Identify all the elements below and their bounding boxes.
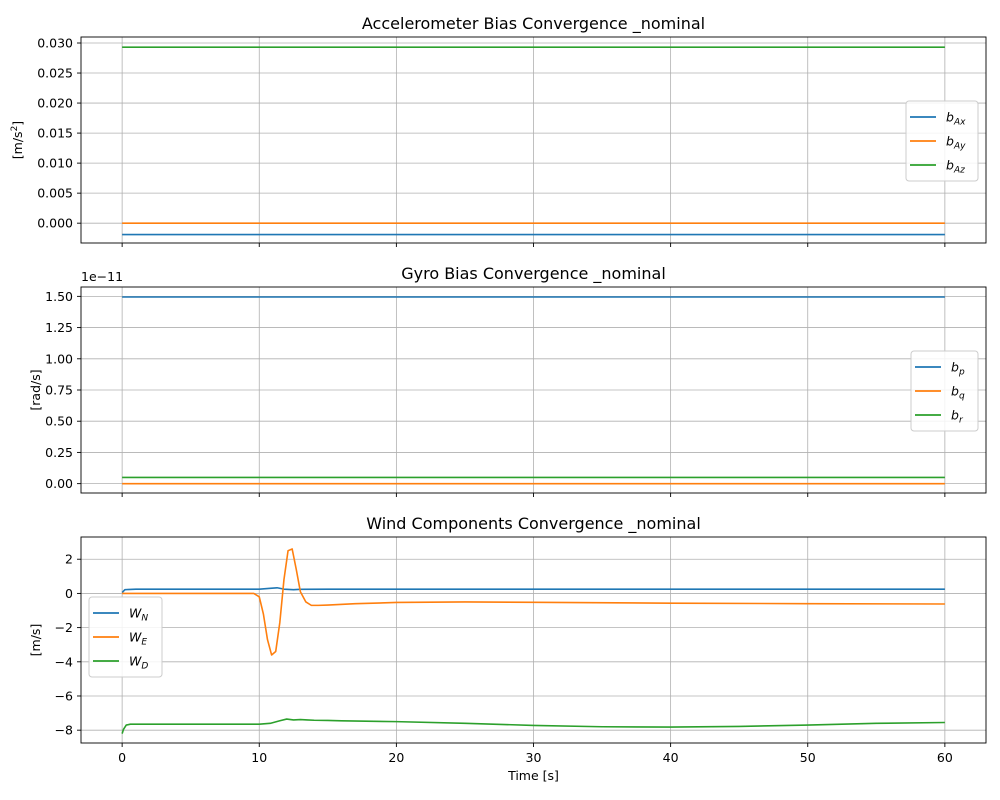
y-tick-label: 0.50 [45, 414, 73, 429]
y-tick-label: −8 [55, 723, 73, 738]
chart-title: Wind Components Convergence _nominal [366, 514, 701, 534]
legend-label-b_r: br [951, 408, 964, 426]
legend-box [910, 350, 979, 432]
legend-label-sub: Az [953, 166, 965, 176]
y-tick-label: 0 [65, 586, 73, 601]
y-tick-label: 1.50 [45, 289, 73, 304]
legend-box [905, 100, 979, 182]
x-tick-label: 0 [118, 750, 126, 765]
x-tick-label: 40 [663, 750, 679, 765]
x-tick-label: 60 [937, 750, 953, 765]
x-tick-label: 10 [251, 750, 267, 765]
legend-label-W_E: WE [129, 630, 147, 648]
y-axis-label: [m/s2] [10, 121, 25, 159]
legend-label-main: b [951, 360, 959, 375]
legend-label-sub: Ax [953, 118, 966, 128]
legend-label-b_p: bp [951, 360, 965, 378]
y-tick-label: −4 [55, 654, 73, 669]
y-tick-label: −6 [55, 688, 73, 703]
legend-label-main: b [946, 110, 954, 125]
chart-title: Gyro Bias Convergence _nominal [401, 264, 666, 284]
y-tick-label: 1.25 [45, 320, 73, 335]
y-axis-label: [m/s] [28, 624, 43, 657]
legend-label-main: b [946, 134, 954, 149]
y-tick-label: 0.020 [37, 96, 73, 111]
legend-label-sub: E [141, 638, 147, 648]
y-tick-label: 0.025 [37, 66, 73, 81]
legend-label-sub: D [141, 662, 148, 672]
y-tick-label: 1.00 [45, 351, 73, 366]
legend-label-b_Ay: bAy [946, 134, 966, 152]
grid-lines [81, 537, 986, 743]
y-tick-label: 0.000 [37, 216, 73, 231]
legend-label-main: W [129, 630, 142, 645]
y-tick-label: 0.00 [45, 476, 73, 491]
legend-label-b_Az: bAz [946, 158, 965, 176]
series-line-W_N [121, 586, 945, 594]
y-axis-label-end: ] [10, 121, 25, 126]
legend-label-W_N: WN [129, 606, 148, 624]
y-tick-label: 0.010 [37, 156, 73, 171]
legend-label-sub: Ay [953, 142, 966, 152]
legend-label-main: W [129, 606, 142, 621]
x-axis-label: Time [s] [507, 768, 559, 783]
legend-label-main: b [951, 384, 959, 399]
y-tick-label: −2 [55, 620, 73, 635]
legend-label-W_D: WD [129, 654, 148, 672]
legend-label-sub: N [141, 614, 148, 624]
subplot-3: Wind Components Convergence _nominal 0 10 2… [28, 514, 987, 783]
legend-label-sub: p [958, 368, 965, 378]
legend-label-b_Ax: bAx [946, 110, 966, 128]
grid-lines [81, 37, 986, 243]
y-tick-label: 0.030 [37, 36, 73, 51]
x-tick-label: 50 [800, 750, 816, 765]
y-tick-label: 0.25 [45, 445, 73, 460]
grid-lines [81, 287, 986, 493]
legend-label-main: W [129, 654, 142, 669]
series-line-W_D [121, 718, 945, 734]
legend-box [88, 596, 163, 678]
y-tick-label: 0.75 [45, 383, 73, 398]
series-line-W_E [122, 548, 945, 656]
x-tick-label: 30 [526, 750, 542, 765]
subplot-1: Accelerometer Bias Convergence _nominal 0… [10, 14, 987, 247]
y-axis-label-main: [m/s [10, 131, 25, 159]
y-tick-label: 0.005 [37, 186, 73, 201]
y-offset-text: 1e−11 [81, 269, 123, 284]
y-axis-label-sup: 2 [10, 126, 20, 132]
y-tick-label: 0.015 [37, 126, 73, 141]
x-tick-label: 20 [388, 750, 404, 765]
legend-label-sub: r [959, 416, 964, 426]
legend-label-main: b [951, 408, 959, 423]
y-tick-label: 2 [65, 552, 73, 567]
legend-label-b_q: bq [951, 384, 965, 402]
chart-title: Accelerometer Bias Convergence _nominal [362, 14, 705, 34]
legend-label-main: b [946, 158, 954, 173]
legend-label-sub: q [959, 392, 965, 402]
subplot-2: Gyro Bias Convergence _nominal 0.00 0.25 0.… [28, 264, 987, 497]
y-axis-label: [rad/s] [28, 369, 43, 410]
